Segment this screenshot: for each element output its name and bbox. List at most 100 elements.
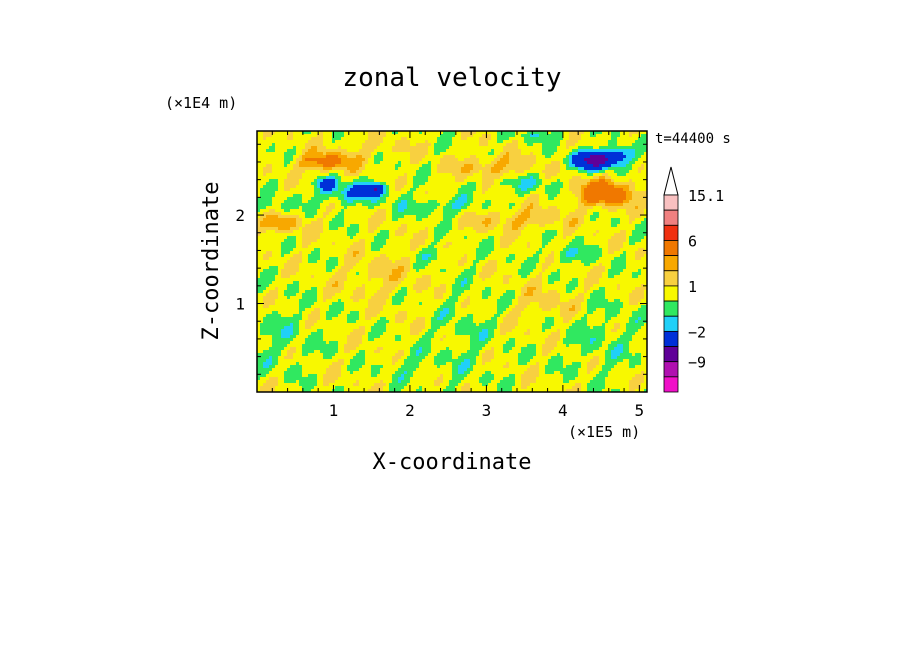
heatmap-cell xyxy=(488,164,491,167)
heatmap-cell xyxy=(608,143,611,146)
heatmap-cell xyxy=(407,167,410,170)
heatmap-cell xyxy=(392,161,395,164)
heatmap-cell xyxy=(599,182,602,185)
heatmap-cell xyxy=(596,134,599,137)
heatmap-cell xyxy=(587,182,590,185)
heatmap-cell xyxy=(572,152,575,155)
heatmap-cell xyxy=(464,140,467,143)
heatmap-cell xyxy=(512,137,515,140)
heatmap-cell xyxy=(515,170,518,173)
heatmap-cell xyxy=(377,155,380,158)
heatmap-cell xyxy=(296,161,299,164)
heatmap-cell xyxy=(320,143,323,146)
heatmap-cell xyxy=(302,200,305,203)
heatmap-cell xyxy=(539,140,542,143)
heatmap-cell xyxy=(473,221,476,224)
heatmap-cell xyxy=(536,227,539,230)
heatmap-cell xyxy=(266,200,269,203)
heatmap-cell xyxy=(449,137,452,140)
heatmap-cell xyxy=(530,164,533,167)
heatmap-cell xyxy=(488,182,491,185)
heatmap-cell xyxy=(359,179,362,182)
heatmap-cell xyxy=(518,227,521,230)
heatmap-cell xyxy=(566,224,569,227)
heatmap-cell xyxy=(419,152,422,155)
heatmap-cell xyxy=(284,191,287,194)
heatmap-cell xyxy=(596,215,599,218)
heatmap-cell xyxy=(404,185,407,188)
heatmap-cell xyxy=(509,176,512,179)
heatmap-cell xyxy=(395,167,398,170)
heatmap-cell xyxy=(341,215,344,218)
heatmap-cell xyxy=(404,167,407,170)
heatmap-cell xyxy=(533,197,536,200)
heatmap-cell xyxy=(530,152,533,155)
heatmap-cell xyxy=(299,143,302,146)
heatmap-cell xyxy=(530,209,533,212)
heatmap-cell xyxy=(521,233,524,236)
heatmap-cell xyxy=(590,158,593,161)
heatmap-cell xyxy=(506,152,509,155)
heatmap-cell xyxy=(416,137,419,140)
heatmap-cell xyxy=(293,167,296,170)
heatmap-cell xyxy=(461,230,464,233)
heatmap-cell xyxy=(437,200,440,203)
heatmap-cell xyxy=(401,167,404,170)
heatmap-cell xyxy=(338,176,341,179)
heatmap-cell xyxy=(257,233,260,236)
heatmap-cell xyxy=(332,158,335,161)
heatmap-cell xyxy=(542,152,545,155)
heatmap-cell xyxy=(290,146,293,149)
heatmap-cell xyxy=(260,143,263,146)
heatmap-cell xyxy=(488,173,491,176)
heatmap-cell xyxy=(278,152,281,155)
heatmap-cell xyxy=(548,215,551,218)
heatmap-cell xyxy=(533,239,536,242)
heatmap-cell xyxy=(332,245,335,248)
heatmap-cell xyxy=(278,131,281,134)
heatmap-cell xyxy=(269,242,272,245)
heatmap-cell xyxy=(566,233,569,236)
heatmap-cell xyxy=(407,131,410,134)
heatmap-cell xyxy=(557,137,560,140)
heatmap-cell xyxy=(275,242,278,245)
heatmap-cell xyxy=(569,197,572,200)
heatmap-cell xyxy=(425,161,428,164)
heatmap-cell xyxy=(632,197,635,200)
heatmap-cell xyxy=(530,206,533,209)
heatmap-cell xyxy=(455,149,458,152)
heatmap-cell xyxy=(506,221,509,224)
heatmap-cell xyxy=(461,212,464,215)
heatmap-cell xyxy=(374,188,377,191)
heatmap-cell xyxy=(395,179,398,182)
heatmap-cell xyxy=(473,242,476,245)
heatmap-cell xyxy=(521,224,524,227)
heatmap-cell xyxy=(398,224,401,227)
heatmap-cell xyxy=(497,140,500,143)
heatmap-cell xyxy=(377,212,380,215)
heatmap-cell xyxy=(599,227,602,230)
heatmap-cell xyxy=(329,224,332,227)
heatmap-cell xyxy=(416,161,419,164)
heatmap-cell xyxy=(533,134,536,137)
heatmap-cell xyxy=(446,200,449,203)
heatmap-cell xyxy=(614,212,617,215)
heatmap-cell xyxy=(521,200,524,203)
heatmap-cell xyxy=(329,221,332,224)
heatmap-cell xyxy=(644,155,647,158)
heatmap-cell xyxy=(350,218,353,221)
heatmap-cell xyxy=(578,140,581,143)
heatmap-cell xyxy=(593,203,596,206)
heatmap-cell xyxy=(263,221,266,224)
heatmap-cell xyxy=(308,137,311,140)
heatmap-cell xyxy=(461,134,464,137)
heatmap-cell xyxy=(308,167,311,170)
heatmap-cell xyxy=(557,167,560,170)
heatmap-cell xyxy=(584,158,587,161)
heatmap-cell xyxy=(371,200,374,203)
heatmap-cell xyxy=(578,152,581,155)
heatmap-cell xyxy=(581,146,584,149)
heatmap-cell xyxy=(563,194,566,197)
heatmap-cell xyxy=(533,185,536,188)
heatmap-cell xyxy=(629,203,632,206)
